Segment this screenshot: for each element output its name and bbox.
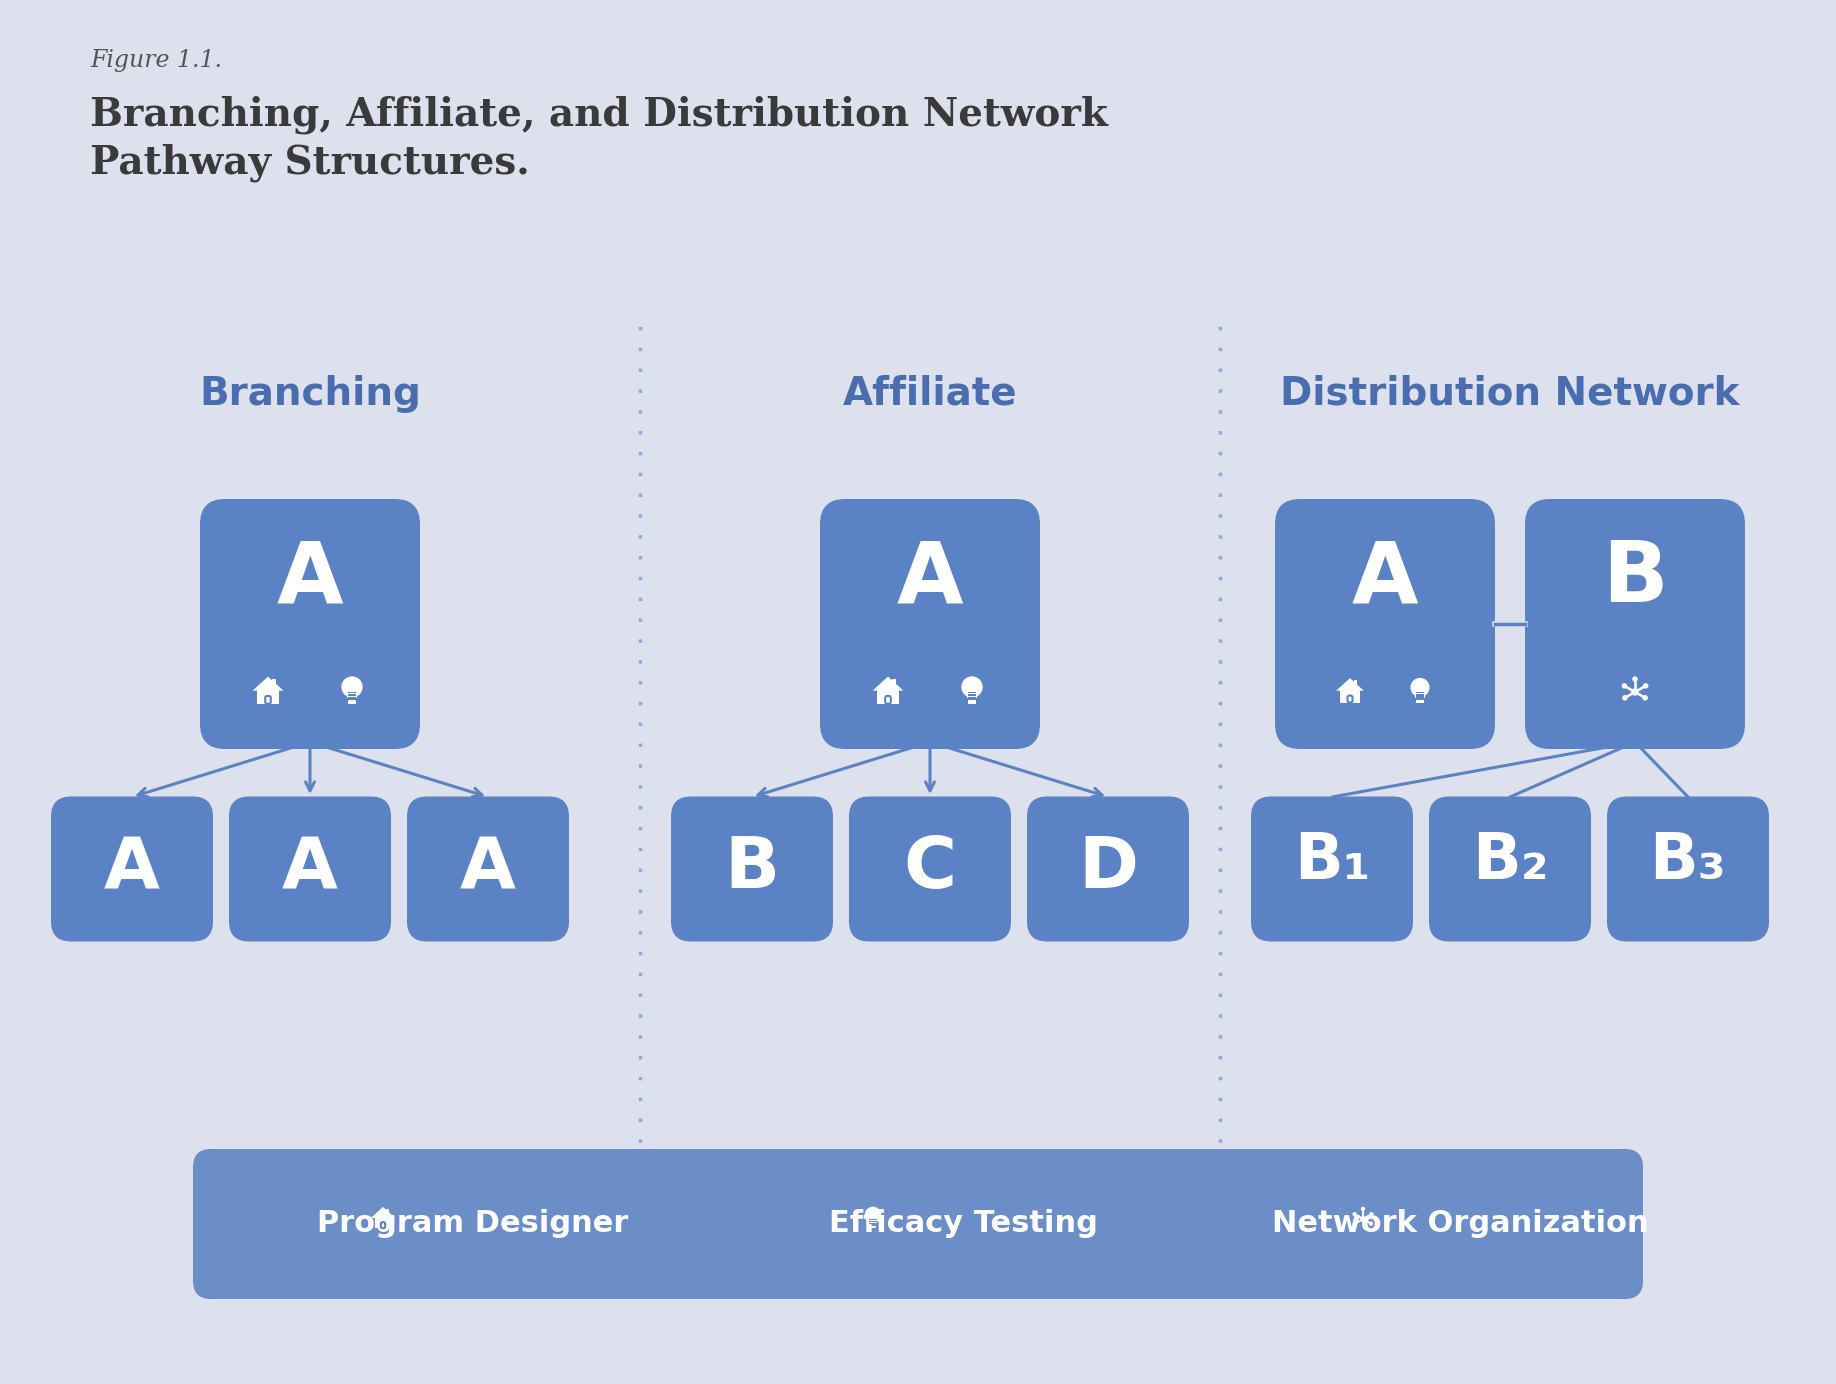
Text: Branching: Branching xyxy=(198,375,420,412)
FancyBboxPatch shape xyxy=(51,797,213,941)
Text: Affiliate: Affiliate xyxy=(843,375,1017,412)
Circle shape xyxy=(1632,677,1638,682)
Bar xyxy=(347,698,356,699)
Text: Figure 1.1.: Figure 1.1. xyxy=(90,48,222,72)
Text: Program Designer: Program Designer xyxy=(318,1210,628,1239)
Circle shape xyxy=(1370,1212,1373,1217)
FancyBboxPatch shape xyxy=(848,797,1012,941)
Polygon shape xyxy=(1337,678,1364,691)
FancyBboxPatch shape xyxy=(264,696,270,703)
Text: B₁: B₁ xyxy=(1294,830,1370,893)
Circle shape xyxy=(1360,1207,1366,1211)
Circle shape xyxy=(1632,688,1640,696)
FancyBboxPatch shape xyxy=(1428,797,1592,941)
FancyBboxPatch shape xyxy=(200,500,420,749)
Text: A: A xyxy=(283,835,338,904)
Bar xyxy=(868,1217,878,1223)
Bar xyxy=(892,678,896,685)
Circle shape xyxy=(1410,678,1430,698)
Bar xyxy=(968,698,977,699)
Circle shape xyxy=(1643,684,1649,689)
Text: A: A xyxy=(1351,537,1419,620)
Bar xyxy=(1353,680,1357,685)
Circle shape xyxy=(1353,1222,1357,1226)
Bar xyxy=(1416,696,1425,698)
Text: C: C xyxy=(903,835,957,904)
Polygon shape xyxy=(371,1207,395,1218)
Bar xyxy=(968,700,977,703)
Circle shape xyxy=(1643,695,1649,700)
Bar xyxy=(968,692,977,693)
Circle shape xyxy=(1621,684,1627,689)
FancyBboxPatch shape xyxy=(1274,500,1495,749)
FancyBboxPatch shape xyxy=(1026,797,1190,941)
Bar xyxy=(272,678,275,685)
Text: B₃: B₃ xyxy=(1649,830,1726,893)
FancyBboxPatch shape xyxy=(408,797,569,941)
FancyBboxPatch shape xyxy=(230,797,391,941)
Text: A: A xyxy=(896,537,964,620)
Text: B: B xyxy=(725,835,780,904)
Text: A: A xyxy=(277,537,343,620)
Polygon shape xyxy=(872,677,903,691)
FancyBboxPatch shape xyxy=(1526,500,1744,749)
Bar xyxy=(870,1226,876,1228)
Circle shape xyxy=(1353,1212,1357,1217)
Bar xyxy=(1416,695,1425,696)
Bar xyxy=(347,689,356,698)
Bar xyxy=(257,689,279,703)
FancyBboxPatch shape xyxy=(670,797,834,941)
FancyBboxPatch shape xyxy=(885,696,890,703)
Bar xyxy=(968,689,977,698)
FancyBboxPatch shape xyxy=(193,1149,1643,1300)
Circle shape xyxy=(341,677,364,698)
Text: A: A xyxy=(105,835,160,904)
Circle shape xyxy=(1360,1217,1366,1222)
Text: Network Organization: Network Organization xyxy=(1272,1210,1649,1239)
Polygon shape xyxy=(253,677,283,691)
FancyBboxPatch shape xyxy=(1250,797,1414,941)
Bar xyxy=(347,692,356,693)
Bar xyxy=(386,1208,389,1214)
Circle shape xyxy=(865,1207,881,1223)
Text: B₂: B₂ xyxy=(1472,830,1548,893)
Text: Branching, Affiliate, and Distribution Network
Pathway Structures.: Branching, Affiliate, and Distribution N… xyxy=(90,95,1107,183)
Text: Efficacy Testing: Efficacy Testing xyxy=(828,1210,1098,1239)
FancyBboxPatch shape xyxy=(1606,797,1770,941)
Text: Distribution Network: Distribution Network xyxy=(1280,375,1741,412)
Bar xyxy=(1340,691,1360,703)
Text: B: B xyxy=(1603,537,1667,620)
Bar xyxy=(349,700,356,703)
FancyBboxPatch shape xyxy=(1348,696,1353,703)
Bar xyxy=(1416,692,1425,693)
FancyBboxPatch shape xyxy=(380,1222,386,1228)
Bar xyxy=(968,695,977,696)
Bar xyxy=(878,689,898,703)
Text: A: A xyxy=(461,835,516,904)
Text: D: D xyxy=(1078,835,1138,904)
Circle shape xyxy=(962,677,982,698)
Circle shape xyxy=(1621,695,1629,700)
Bar xyxy=(1416,689,1425,698)
Bar xyxy=(347,695,356,696)
Circle shape xyxy=(1370,1222,1373,1226)
FancyBboxPatch shape xyxy=(821,500,1039,749)
Bar xyxy=(375,1218,391,1228)
Bar xyxy=(1416,699,1423,703)
